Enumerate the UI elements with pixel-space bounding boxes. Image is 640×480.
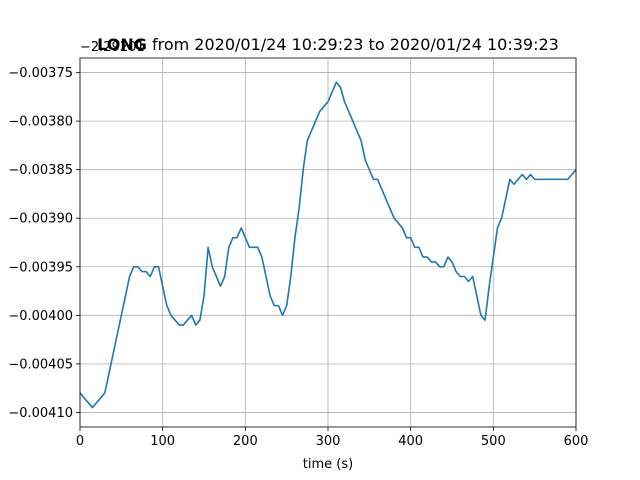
y-tick-label: −0.00390 [8, 212, 73, 227]
x-tick-label: 0 [76, 434, 84, 449]
series-line [79, 81, 577, 409]
y-axis: −0.00410 −0.00405 −0.00400 −0.00395 −0.00390… [8, 66, 80, 421]
x-axis-label: time (s) [303, 457, 353, 472]
x-tick-label: 400 [398, 434, 423, 449]
chart-title: LONG from 2020/01/24 10:29:23 to 2020/01… [97, 35, 559, 54]
y-tick-label: −0.00380 [8, 115, 73, 130]
y-tick-label: −0.00400 [8, 309, 73, 324]
y-offset-label: −2.29201 [80, 40, 145, 55]
x-tick-label: 100 [150, 434, 175, 449]
chart-title-bold: LONG [97, 35, 147, 54]
y-tick-label: −0.00385 [8, 163, 73, 178]
x-tick-label: 500 [481, 434, 506, 449]
y-tick-label: −0.00395 [8, 260, 73, 275]
x-tick-label: 600 [564, 434, 589, 449]
x-tick-label: 300 [316, 434, 341, 449]
y-tick-label: −0.00410 [8, 406, 73, 421]
series-layer [79, 81, 577, 409]
grid-lines [79, 58, 577, 427]
x-axis: 0 100 200 300 400 500 600 [76, 427, 589, 449]
chart-title-rest: from 2020/01/24 10:29:23 to 2020/01/24 1… [147, 35, 559, 54]
y-tick-label: −0.00405 [8, 357, 73, 372]
y-tick-label: −0.00375 [8, 66, 73, 81]
x-tick-label: 200 [233, 434, 258, 449]
